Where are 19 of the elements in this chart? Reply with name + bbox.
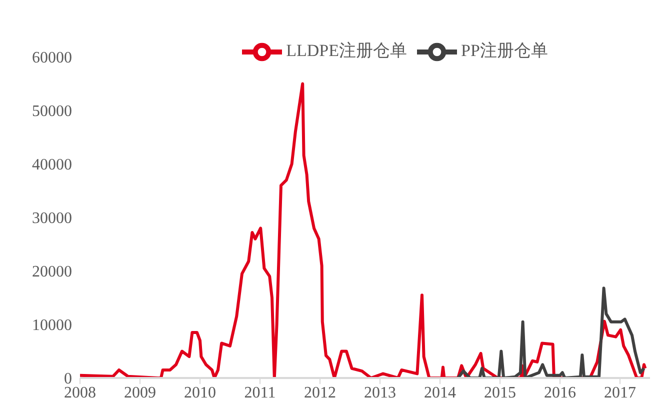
x-tick-label: 2009	[124, 384, 156, 402]
y-tick-label: 50000	[32, 103, 72, 120]
legend-label: PP注册仓单	[460, 40, 548, 60]
x-tick-label: 2015	[484, 384, 516, 402]
x-tick-label: 2010	[184, 384, 216, 402]
x-tick-label: 2011	[244, 384, 276, 402]
x-tick-label: 2013	[364, 384, 396, 402]
y-tick-label: 10000	[32, 317, 72, 334]
x-tick-label: 2014	[424, 384, 456, 402]
y-tick-label: 30000	[32, 210, 72, 228]
legend-label: LLDPE注册仓单	[286, 40, 407, 60]
x-tick-label: 2017	[604, 384, 636, 402]
y-tick-label: 20000	[32, 264, 72, 281]
y-tick-label: 60000	[32, 50, 72, 67]
line-series	[456, 286, 646, 378]
x-tick-label: 2012	[304, 384, 336, 402]
y-tick-label: 40000	[32, 156, 72, 174]
line-series	[80, 82, 647, 378]
x-tick-label: 2016	[544, 384, 576, 402]
